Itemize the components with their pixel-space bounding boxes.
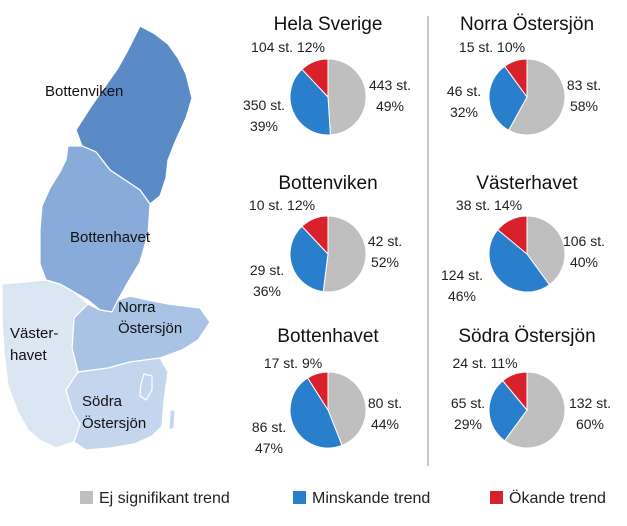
pie-label-norra-stersj-n-minskande: 46 st. 32% bbox=[447, 83, 481, 120]
pie-label-norra-stersj-n-okande: 15 st. 10% bbox=[459, 39, 525, 55]
pie-label-s-dra-stersj-n-okande: 24 st. 11% bbox=[452, 355, 517, 371]
map-island-gotland bbox=[139, 373, 153, 401]
pie-slice-s-dra-stersj-n-ej_signifikant bbox=[503, 371, 566, 449]
pie-slice-norra-stersj-n-okande bbox=[503, 58, 528, 99]
pie-slice-s-dra-stersj-n-minskande bbox=[488, 380, 528, 442]
pie-slice-hela-sverige-okande bbox=[301, 58, 329, 99]
legend-item-okande: Ökande trend bbox=[490, 489, 606, 507]
pie-slice-bottenhavet-ej_signifikant bbox=[327, 371, 367, 446]
map-label-vasterhavet: Väster-havet bbox=[10, 325, 58, 364]
legend-label-ej_signifikant: Ej signifikant trend bbox=[99, 490, 230, 507]
pie-title-bottenhavet: Bottenhavet bbox=[277, 326, 379, 347]
legend-swatch-minskande bbox=[293, 491, 306, 504]
pie-label-bottenviken-minskande: 29 st. 36% bbox=[250, 262, 284, 299]
pie-title-bottenviken: Bottenviken bbox=[278, 173, 377, 194]
pie-title-v-sterhavet: Västerhavet bbox=[476, 173, 578, 194]
pie-slice-bottenhavet-okande bbox=[306, 371, 329, 412]
pie-label-bottenhavet-minskande: 86 st. 47% bbox=[252, 419, 286, 456]
map-label-bottenviken: Bottenviken bbox=[45, 83, 123, 100]
pie-slice-v-sterhavet-okande bbox=[497, 215, 528, 256]
pie-slice-v-sterhavet-ej_signifikant bbox=[526, 215, 566, 286]
pie-hela-sverige: Hela Sverige 443 st. 49% 350 st. 39% 104 st. … bbox=[243, 14, 411, 136]
pie-slice-norra-stersj-n-minskande bbox=[488, 65, 528, 131]
pie-label-s-dra-stersj-n-minskande: 65 st. 29% bbox=[451, 395, 485, 432]
pie-label-v-sterhavet-okande: 38 st. 14% bbox=[456, 197, 522, 213]
pie-label-bottenviken-ej_signifikant: 42 st. 52% bbox=[368, 233, 402, 270]
pie-charts: Hela Sverige 443 st. 49% 350 st. 39% 104 st. … bbox=[243, 14, 611, 456]
legend: Ej signifikant trend Minskande trend Ökand… bbox=[80, 489, 606, 507]
pie-slice-s-dra-stersj-n-okande bbox=[502, 371, 528, 412]
pie-slice-norra-stersj-n-ej_signifikant bbox=[508, 58, 566, 136]
map-label-sodra-ostersjon: Södra Östersjön bbox=[82, 393, 146, 432]
pie-title-hela-sverige: Hela Sverige bbox=[274, 14, 383, 35]
legend-swatch-okande bbox=[490, 491, 503, 504]
pie-slice-hela-sverige-minskande bbox=[289, 68, 331, 136]
pie-slice-bottenhavet-minskande bbox=[289, 377, 343, 449]
pie-title-norra-stersj-n: Norra Östersjön bbox=[460, 14, 594, 35]
legend-swatch-ej_signifikant bbox=[80, 491, 93, 504]
pie-bottenviken: Bottenviken 42 st. 52% 29 st. 36% 10 st. 12% bbox=[249, 173, 402, 299]
map-region-vasterhavet bbox=[1, 279, 89, 449]
sweden-map: Bottenviken Bottenhavet Norra Östersjön V… bbox=[1, 25, 211, 451]
pie-slice-bottenviken-ej_signifikant bbox=[322, 215, 367, 293]
pie-slice-bottenviken-minskande bbox=[289, 225, 329, 293]
legend-label-minskande: Minskande trend bbox=[312, 490, 430, 507]
pie-v-sterhavet: Västerhavet 106 st. 40% 124 st. 46% 38 st. 14… bbox=[441, 173, 605, 304]
pie-label-bottenhavet-ej_signifikant: 80 st. 44% bbox=[368, 395, 402, 432]
pie-s-dra-stersj-n: Södra Östersjön 132 st. 60% 65 st. 29% 24 st.… bbox=[451, 326, 611, 449]
map-label-bottenhavet: Bottenhavet bbox=[70, 229, 151, 246]
pie-norra-stersj-n: Norra Östersjön 83 st. 58% 46 st. 32% 15 st. … bbox=[447, 14, 601, 136]
map-label-norra-ostersjon: Norra Östersjön bbox=[118, 299, 182, 337]
pie-label-hela-sverige-okande: 104 st. 12% bbox=[251, 39, 325, 55]
pie-label-hela-sverige-ej_signifikant: 443 st. 49% bbox=[369, 77, 411, 114]
pie-label-bottenhavet-okande: 17 st. 9% bbox=[264, 355, 322, 371]
pie-label-bottenviken-okande: 10 st. 12% bbox=[249, 197, 315, 213]
pie-title-s-dra-stersj-n: Södra Östersjön bbox=[458, 326, 595, 347]
legend-label-okande: Ökande trend bbox=[509, 489, 606, 507]
pie-label-v-sterhavet-ej_signifikant: 106 st. 40% bbox=[563, 233, 605, 270]
legend-item-ej_signifikant: Ej signifikant trend bbox=[80, 490, 230, 507]
legend-item-minskande: Minskande trend bbox=[293, 490, 430, 507]
pie-slice-bottenviken-okande bbox=[301, 215, 329, 256]
pie-bottenhavet: Bottenhavet 80 st. 44% 86 st. 47% 17 st. 9% bbox=[252, 326, 402, 456]
pie-label-s-dra-stersj-n-ej_signifikant: 132 st. 60% bbox=[569, 395, 611, 432]
pie-slice-v-sterhavet-minskande bbox=[488, 229, 551, 293]
pie-label-hela-sverige-minskande: 350 st. 39% bbox=[243, 97, 285, 134]
pie-label-norra-stersj-n-ej_signifikant: 83 st. 58% bbox=[567, 77, 601, 114]
pie-slice-hela-sverige-ej_signifikant bbox=[327, 58, 367, 136]
map-island-oland bbox=[168, 409, 176, 431]
pie-label-v-sterhavet-minskande: 124 st. 46% bbox=[441, 267, 483, 304]
